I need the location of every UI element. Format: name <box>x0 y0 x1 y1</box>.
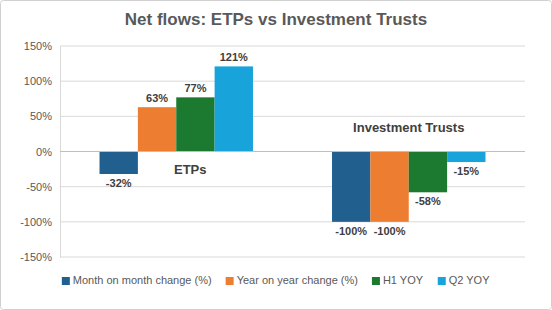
y-tick-label: 150% <box>24 40 52 52</box>
legend-label: Month on month change (%) <box>73 274 212 286</box>
y-tick: -50% <box>26 181 60 193</box>
bar <box>215 66 253 151</box>
legend-swatch <box>62 277 70 285</box>
legend: Month on month change (%) Year on year ch… <box>62 274 490 286</box>
data-label: -58% <box>415 195 441 207</box>
grid-line <box>60 81 525 82</box>
zero-line <box>60 151 525 152</box>
y-tick-label: 50% <box>30 110 52 122</box>
y-tick-label: -100% <box>20 216 52 228</box>
data-label: -100% <box>374 225 406 237</box>
bar <box>409 152 447 193</box>
data-label: -32% <box>106 177 132 189</box>
y-tick-label: -150% <box>20 251 52 263</box>
grid-line <box>60 221 525 222</box>
y-tick: 150% <box>24 40 60 52</box>
legend-item: Month on month change (%) <box>62 274 212 286</box>
data-label: 121% <box>220 51 248 63</box>
legend-item: Year on year change (%) <box>226 274 358 286</box>
chart: Net flows: ETPs vs Investment Trusts -150… <box>0 0 552 310</box>
data-labels: -32% -100% 63% -100% 77% -58% 121% -15% <box>106 51 479 236</box>
y-axis: -150% -100% -50% 0% 50% 100% 150% <box>20 40 60 263</box>
y-tick: 100% <box>24 75 60 87</box>
legend-swatch <box>438 277 446 285</box>
data-label: -15% <box>453 165 479 177</box>
y-tick-label: -50% <box>26 181 52 193</box>
category-labels: ETPs Investment Trusts <box>174 120 464 177</box>
plot: -150%-100%-50%0%50%100%150%-32%-100%63%-… <box>20 40 525 263</box>
bar <box>332 152 370 222</box>
title: Net flows: ETPs vs Investment Trusts <box>125 10 427 29</box>
legend-label: Year on year change (%) <box>237 274 358 286</box>
category-label: Investment Trusts <box>353 120 464 135</box>
bar <box>370 152 408 222</box>
grid-line <box>60 116 525 117</box>
y-tick: 50% <box>30 110 60 122</box>
bar <box>100 152 138 175</box>
y-tick: -150% <box>20 251 60 263</box>
data-label: -100% <box>335 225 367 237</box>
data-label: 77% <box>184 82 206 94</box>
grid-line <box>60 151 525 152</box>
bars <box>100 66 486 221</box>
legend-swatch <box>372 277 380 285</box>
legend-label: Q2 YOY <box>449 274 490 286</box>
y-tick-label: 100% <box>24 75 52 87</box>
legend-swatch <box>226 277 234 285</box>
category-label: ETPs <box>174 162 207 177</box>
bar <box>447 152 485 163</box>
grid-line <box>60 257 525 258</box>
grid <box>60 46 525 257</box>
bar <box>176 97 214 151</box>
grid-line <box>60 46 525 47</box>
legend-item: Q2 YOY <box>438 274 490 286</box>
legend-label: H1 YOY <box>383 274 424 286</box>
data-label: 63% <box>146 92 168 104</box>
y-tick: 0% <box>36 146 60 158</box>
legend-item: H1 YOY <box>372 274 424 286</box>
y-tick-label: 0% <box>36 146 52 158</box>
bar <box>138 107 176 151</box>
y-tick: -100% <box>20 216 60 228</box>
chart-border <box>1 1 552 310</box>
